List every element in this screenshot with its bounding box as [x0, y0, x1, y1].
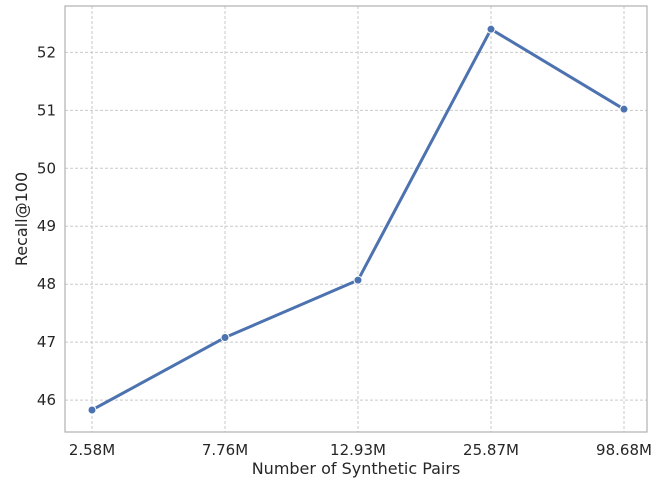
y-tick-label: 52: [37, 43, 56, 61]
x-tick-label: 98.68M: [596, 441, 652, 459]
data-point: [486, 24, 496, 34]
x-tick-label: 7.76M: [202, 441, 248, 459]
y-axis-title: Recall@100: [12, 172, 31, 266]
y-tick-label: 50: [37, 159, 56, 177]
data-point: [619, 104, 629, 114]
y-tick-label: 49: [37, 217, 56, 235]
y-tick-label: 51: [37, 101, 56, 119]
data-point: [87, 405, 97, 415]
x-axis-title: Number of Synthetic Pairs: [252, 459, 461, 478]
x-tick-label: 12.93M: [330, 441, 386, 459]
y-tick-label: 48: [37, 275, 56, 293]
x-tick-label: 25.87M: [463, 441, 519, 459]
data-point: [220, 333, 230, 343]
grid-lines: [65, 6, 647, 432]
plot-frame: [64, 5, 648, 433]
x-tick-label: 2.58M: [69, 441, 115, 459]
series-layer: [87, 24, 629, 415]
tick-labels: 2.58M 7.76M 12.93M 25.87M 98.68M 46 47 48 49 50 51…: [37, 43, 652, 459]
data-point: [353, 275, 363, 285]
y-tick-label: 46: [37, 391, 56, 409]
y-tick-label: 47: [37, 333, 56, 351]
